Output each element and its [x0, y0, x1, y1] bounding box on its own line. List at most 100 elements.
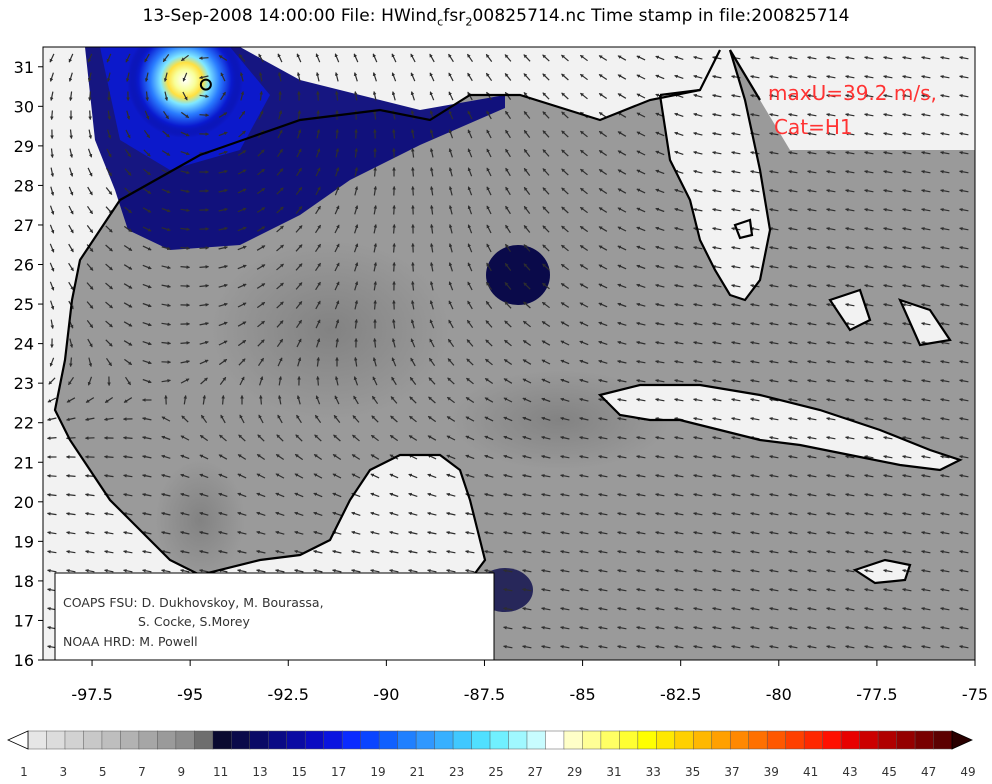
wind-vector: [598, 55, 608, 61]
lat-tick-label: 29: [14, 137, 34, 156]
wind-vector: [106, 72, 111, 82]
wind-vector: [959, 188, 969, 193]
wind-vector: [49, 262, 55, 272]
wind-vector: [883, 302, 893, 307]
colorbar-tick-label: 45: [882, 765, 897, 779]
lon-tick-label: -90: [373, 685, 399, 704]
colorbar-tick-label: 15: [292, 765, 307, 779]
wind-vector: [87, 186, 93, 196]
wind-vector: [180, 111, 190, 119]
colorbar-swatch: [323, 730, 343, 750]
wind-vector: [68, 262, 74, 272]
wind-vector: [693, 55, 703, 60]
wind-vector: [296, 395, 301, 405]
wind-vector: [561, 92, 569, 100]
wind-vector: [769, 226, 779, 231]
wind-vector: [218, 55, 228, 61]
title-suffix: 00825714.nc Time stamp in file:200825714: [472, 6, 850, 26]
wind-vector: [485, 339, 493, 347]
wind-vector: [411, 166, 415, 177]
wind-vector: [693, 188, 703, 193]
wind-vector: [769, 112, 779, 117]
wind-vector: [122, 436, 133, 440]
wind-vector: [959, 55, 969, 60]
colorbar-swatch: [711, 730, 731, 750]
wind-vector: [200, 377, 208, 385]
wind-vector: [523, 167, 531, 176]
wind-vector: [161, 284, 171, 289]
wind-vector: [807, 112, 817, 117]
wind-vector: [49, 357, 55, 367]
wind-vector: [448, 281, 454, 291]
wind-vector: [523, 244, 531, 252]
wind-vector: [769, 359, 779, 364]
wind-vector: [296, 148, 302, 158]
wind-vector: [162, 130, 170, 138]
wind-vector: [429, 300, 434, 310]
wind-vector: [523, 282, 531, 290]
wind-vector: [959, 340, 969, 345]
wind-vector: [161, 303, 171, 308]
wind-vector: [105, 320, 113, 328]
wind-vector: [297, 110, 302, 120]
wind-vector: [750, 188, 760, 193]
wind-vector: [940, 283, 950, 288]
wind-vector: [180, 359, 190, 364]
wind-vector: [807, 321, 817, 326]
wind-vector: [123, 397, 133, 403]
wind-vector: [959, 378, 969, 383]
wind-vector: [69, 148, 74, 158]
wind-vector: [257, 339, 265, 347]
wind-vector: [161, 378, 171, 383]
wind-vector: [221, 394, 225, 405]
wind-vector: [674, 55, 684, 60]
wind-vector: [883, 131, 893, 136]
credit-line-2: S. Cocke, S.Morey: [138, 614, 250, 629]
wind-vector: [220, 72, 226, 82]
wind-vector: [561, 225, 569, 233]
wind-vector: [864, 302, 874, 307]
colorbar-swatch: [138, 730, 159, 750]
wind-vector: [959, 321, 969, 326]
wind-vector: [940, 150, 950, 155]
wind-vector: [959, 169, 969, 174]
wind-vector: [50, 110, 54, 121]
wind-vector: [144, 110, 150, 120]
wind-vector: [579, 283, 589, 289]
wind-vector: [466, 358, 474, 366]
colorbar-swatch: [452, 730, 473, 750]
wind-vector: [88, 110, 92, 121]
wind-vector: [921, 112, 931, 117]
wind-vector: [48, 377, 56, 385]
wind-vector: [921, 378, 931, 383]
wind-vector: [335, 148, 340, 158]
wind-vector: [467, 110, 473, 120]
wind-vector: [372, 91, 377, 101]
wind-vector: [902, 378, 912, 383]
wind-vector: [180, 151, 190, 156]
wind-vector: [180, 246, 191, 250]
wind-vector: [921, 150, 931, 155]
wind-vector: [750, 359, 760, 364]
wind-vector: [123, 264, 133, 270]
colorbar-swatch: [840, 730, 861, 750]
wind-vector: [693, 169, 703, 174]
colorbar-tick-label: 35: [685, 765, 700, 779]
wind-vector: [542, 244, 550, 252]
wind-vector: [276, 263, 284, 271]
wind-vector: [845, 245, 855, 250]
wind-vector: [826, 93, 836, 98]
wind-vector: [580, 168, 588, 176]
wind-vector: [561, 168, 569, 176]
wind-vector: [106, 53, 112, 63]
colorbar-tick-label: 29: [567, 765, 582, 779]
wind-vector: [105, 167, 113, 177]
wind-vector: [883, 283, 893, 288]
wind-vector: [788, 188, 798, 193]
wind-vector: [505, 186, 511, 196]
wind-vector: [162, 54, 170, 63]
wind-vector: [921, 226, 931, 231]
wind-vector: [636, 93, 646, 99]
wind-vector: [486, 186, 492, 196]
wind-vector: [636, 112, 646, 118]
